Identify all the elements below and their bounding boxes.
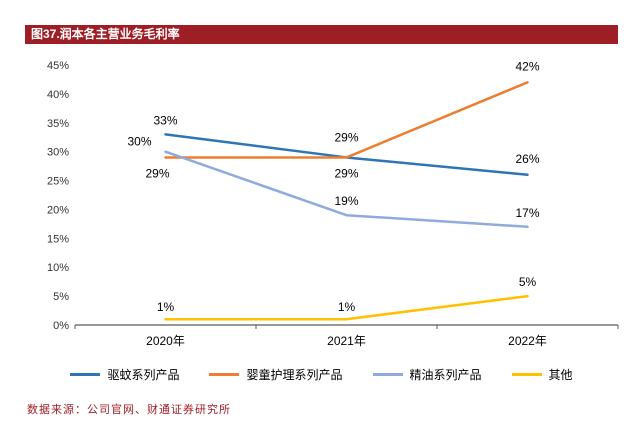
x-axis-category-label: 2020年 — [146, 334, 185, 348]
legend-item: 婴童护理系列产品 — [209, 366, 343, 383]
data-label: 29% — [334, 130, 358, 144]
series-line — [164, 294, 529, 321]
data-label: 5% — [519, 275, 537, 289]
chart-legend: 驱蚊系列产品 婴童护理系列产品 精油系列产品 其他 — [0, 366, 643, 383]
y-axis-tick-label: 10% — [47, 262, 69, 274]
y-axis-tick-label: 5% — [53, 291, 69, 303]
y-axis-tick-label: 25% — [47, 176, 69, 188]
figure-title-bar: 图37.润本各主营业务毛利率 — [25, 25, 618, 44]
legend-label: 驱蚊系列产品 — [107, 368, 180, 382]
data-label: 30% — [127, 135, 151, 149]
y-axis-tick-label: 45% — [47, 60, 69, 72]
data-label: 42% — [515, 59, 539, 73]
data-label: 33% — [153, 113, 177, 127]
data-label: 1% — [338, 300, 356, 314]
series-line — [164, 150, 529, 229]
data-label: 26% — [515, 152, 539, 166]
legend-item: 其他 — [511, 366, 573, 383]
y-axis-tick-label: 20% — [47, 204, 69, 216]
legend-swatch-icon — [209, 373, 240, 376]
y-axis-tick-label: 0% — [53, 320, 69, 332]
y-axis-tick-label: 40% — [47, 89, 69, 101]
x-axis-category-label: 2021年 — [327, 334, 366, 348]
data-label: 29% — [334, 166, 358, 180]
y-axis-tick-label: 15% — [47, 233, 69, 245]
y-axis-tick-label: 30% — [47, 147, 69, 159]
legend-label: 精油系列产品 — [409, 368, 482, 382]
legend-swatch-icon — [511, 373, 542, 376]
x-axis-category-label: 2022年 — [508, 334, 547, 348]
series-line — [164, 81, 529, 159]
data-source-note: 数据来源：公司官网、财通证券研究所 — [27, 404, 231, 416]
line-chart: 0% 5% 10% 15% 20% 25% 30% 35% 40% 45% 2020年 2021年 20… — [47, 59, 619, 348]
legend-item: 驱蚊系列产品 — [70, 366, 179, 383]
y-axis-tick-label: 35% — [47, 118, 69, 130]
legend-label: 其他 — [548, 368, 573, 382]
legend-swatch-icon — [372, 373, 403, 376]
legend-label: 婴童护理系列产品 — [246, 368, 343, 382]
data-label: 19% — [334, 194, 358, 208]
data-label: 29% — [145, 166, 169, 180]
legend-item: 精油系列产品 — [372, 366, 482, 383]
figure-title: 图37.润本各主营业务毛利率 — [31, 27, 180, 41]
data-label: 1% — [157, 300, 175, 314]
data-label: 17% — [515, 206, 539, 220]
legend-swatch-icon — [70, 373, 101, 376]
